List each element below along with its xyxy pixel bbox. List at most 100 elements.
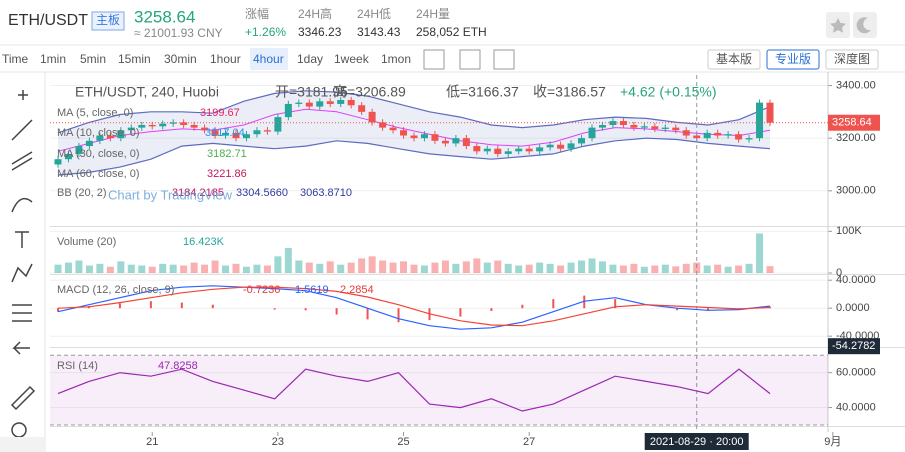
volume-bar bbox=[64, 262, 72, 273]
tool-icon[interactable] bbox=[423, 49, 445, 70]
candle-body bbox=[494, 148, 502, 154]
interval-btn[interactable]: 1day bbox=[297, 52, 323, 66]
ohlc-legend: 开=3181.95 bbox=[275, 84, 348, 100]
tool-icon[interactable] bbox=[459, 49, 481, 70]
ohlc-legend: 收=3186.57 bbox=[533, 84, 606, 100]
interval-btn[interactable]: 1min bbox=[40, 52, 66, 66]
view-btn-box[interactable] bbox=[825, 49, 879, 70]
view-btn[interactable]: 专业版 bbox=[775, 51, 811, 66]
volume-bar bbox=[159, 263, 167, 273]
last-price-label: 3258.64 bbox=[832, 117, 872, 129]
candle-body bbox=[117, 130, 125, 139]
y-tick-label: 3200.00 bbox=[836, 132, 876, 144]
view-btn[interactable]: 基本版 bbox=[716, 52, 752, 66]
volume-bar bbox=[483, 262, 491, 273]
stat-value: 258,052 ETH bbox=[416, 25, 487, 39]
watermark: Chart by TradingView bbox=[108, 187, 233, 202]
stat-label: 24H高 bbox=[298, 6, 332, 21]
indicator-value: 3217.04 bbox=[205, 127, 245, 139]
sidebar-tools[interactable] bbox=[10, 90, 36, 438]
candle-body bbox=[222, 132, 230, 136]
pane-title: ETH/USDT, 240, Huobi bbox=[75, 84, 219, 100]
cny: ≈ 21001.93 CNY bbox=[134, 26, 223, 40]
volume-bar bbox=[106, 266, 114, 273]
crosshair-value-tag bbox=[828, 338, 880, 355]
volume-bar bbox=[640, 266, 648, 273]
volume-bar bbox=[557, 265, 565, 273]
candle-body bbox=[672, 127, 680, 131]
candle-body bbox=[64, 153, 72, 160]
volume-bar bbox=[316, 263, 324, 273]
tool-icon[interactable] bbox=[493, 49, 515, 70]
y-tick-label: 3400.00 bbox=[836, 79, 876, 91]
candle-body bbox=[295, 102, 303, 104]
candle-body bbox=[284, 103, 292, 118]
view-btn[interactable]: 深度图 bbox=[834, 51, 870, 66]
ohlc-legend: +4.62 (+0.15%) bbox=[620, 84, 717, 100]
candle-body bbox=[232, 132, 240, 139]
interval-btn[interactable]: 5min bbox=[80, 52, 106, 66]
indicator-name: MA (30, close, 0) bbox=[57, 148, 140, 160]
interval-btn[interactable]: 1hour bbox=[210, 52, 241, 66]
candle-body bbox=[504, 151, 512, 154]
volume-bar bbox=[473, 258, 481, 273]
candle-body bbox=[410, 135, 418, 139]
candle-body bbox=[557, 144, 565, 149]
x-tick-label: 25 bbox=[397, 436, 409, 448]
x-tick-label: 21 bbox=[146, 436, 158, 448]
view-btn-box[interactable] bbox=[766, 49, 820, 70]
volume-bar bbox=[766, 266, 774, 273]
candle-body bbox=[127, 127, 135, 131]
interval-btn[interactable]: 1week bbox=[334, 52, 370, 66]
ohlc-legend: 低=3166.37 bbox=[446, 84, 519, 100]
stat-label: 涨幅 bbox=[245, 6, 269, 21]
interval-btn[interactable]: Time bbox=[2, 52, 29, 66]
candle-body bbox=[473, 146, 481, 152]
volume-bar bbox=[504, 263, 512, 273]
volume-bar bbox=[337, 264, 345, 273]
volume-bar bbox=[609, 264, 617, 273]
view-btn-box[interactable] bbox=[707, 49, 761, 70]
volume-bar bbox=[494, 260, 502, 273]
volume-bar bbox=[546, 263, 554, 273]
legend-value: 1.5619 bbox=[295, 284, 329, 296]
volume-bar bbox=[127, 264, 135, 273]
candle-body bbox=[253, 130, 261, 135]
bb-name: BB (20, 2) bbox=[57, 187, 107, 199]
volume-bar bbox=[148, 266, 156, 273]
volume-bar bbox=[358, 258, 366, 273]
collapse-btn[interactable] bbox=[0, 437, 45, 452]
volume-bar bbox=[588, 258, 596, 273]
candle-body bbox=[263, 130, 271, 132]
indicator-value: 3182.71 bbox=[207, 148, 247, 160]
candle-body bbox=[483, 148, 491, 152]
volume-bar bbox=[410, 264, 418, 273]
volume-bar bbox=[96, 263, 104, 273]
rsi-line bbox=[57, 368, 771, 412]
volume-bar bbox=[190, 262, 198, 273]
interval-btn[interactable]: 4hour bbox=[253, 52, 284, 66]
y-tick-label: 0.0000 bbox=[836, 302, 870, 314]
volume-bar bbox=[515, 265, 523, 273]
last-price-tag bbox=[828, 114, 880, 131]
candle-body bbox=[400, 130, 408, 136]
theme-btn[interactable] bbox=[853, 12, 877, 38]
star-icon bbox=[830, 18, 846, 33]
candle-body bbox=[756, 102, 764, 139]
indicator-name: MA (5, close, 0) bbox=[57, 107, 133, 119]
volume-bar bbox=[263, 265, 271, 273]
candle-body bbox=[745, 138, 753, 140]
candle-body bbox=[389, 127, 397, 131]
y-tick-label: 40.0000 bbox=[836, 274, 876, 286]
volume-bar bbox=[724, 266, 732, 273]
interval-btn[interactable]: 15min bbox=[118, 52, 151, 66]
bb-line bbox=[57, 137, 771, 176]
candle-body bbox=[609, 121, 617, 125]
candle-body bbox=[651, 126, 659, 129]
stat-label: 24H低 bbox=[357, 7, 391, 21]
candle-body bbox=[54, 159, 62, 165]
interval-btn[interactable]: 30min bbox=[164, 52, 197, 66]
interval-btn[interactable]: 1mon bbox=[381, 52, 411, 66]
pane-title: RSI (14) bbox=[57, 360, 98, 372]
volume-bar bbox=[672, 266, 680, 273]
